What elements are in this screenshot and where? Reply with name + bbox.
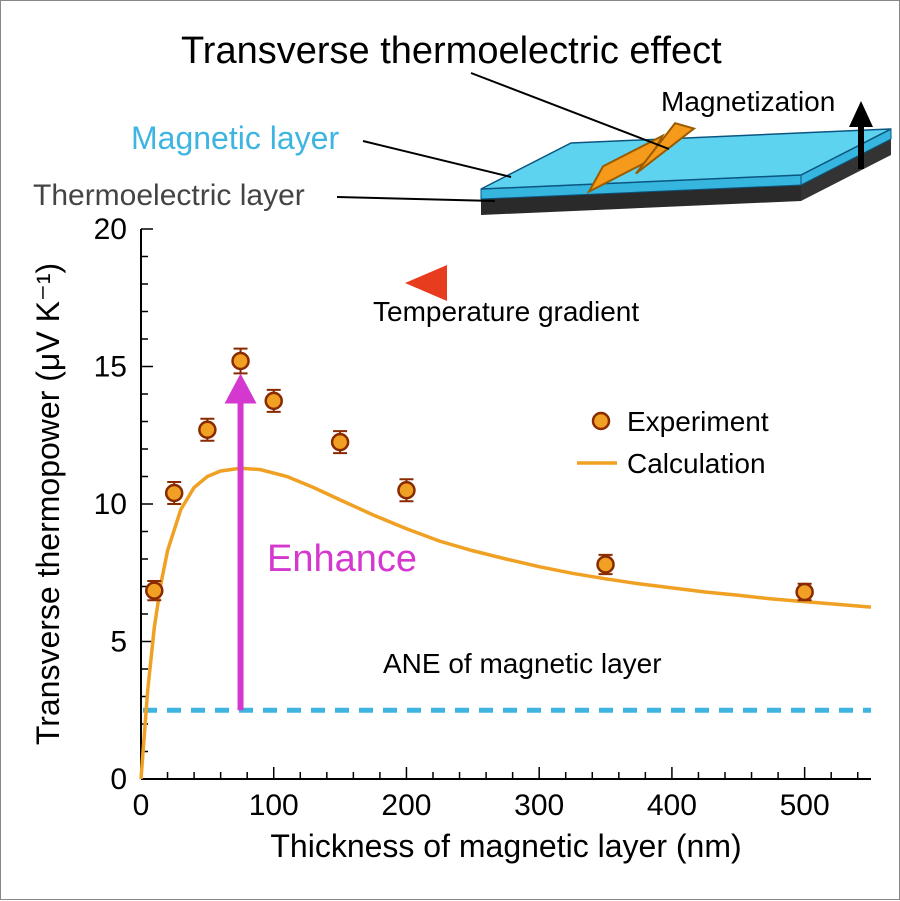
leader-line-title: [471, 73, 669, 149]
xtick-label: 0: [133, 789, 150, 822]
experiment-marker: [199, 422, 215, 438]
experiment-marker: [398, 482, 414, 498]
calculation-curve: [141, 468, 871, 779]
xtick-label: 500: [780, 789, 830, 822]
xtick-label: 400: [647, 789, 697, 822]
ytick-label: 10: [94, 488, 127, 521]
ytick-label: 20: [94, 213, 127, 246]
temperature-gradient-label: Temperature gradient: [373, 296, 639, 327]
legend: Experiment Calculation: [577, 406, 769, 479]
ytick-label: 0: [110, 763, 127, 796]
experiment-marker: [266, 393, 282, 409]
magnetization-label: Magnetization: [661, 86, 835, 117]
xtick-label: 100: [249, 789, 299, 822]
legend-calculation-label: Calculation: [627, 448, 766, 479]
ytick-label: 15: [94, 351, 127, 384]
y-axis-label: Transverse thermopower (μV K⁻¹): [30, 263, 66, 745]
legend-experiment-label: Experiment: [627, 406, 769, 437]
magnetic-layer-label: Magnetic layer: [131, 120, 339, 156]
leader-line-magnetic: [363, 141, 511, 177]
ane-label: ANE of magnetic layer: [383, 648, 662, 679]
experiment-marker: [598, 557, 614, 573]
thermoelectric-layer-label: Thermoelectric layer: [33, 179, 305, 212]
legend-experiment-marker-icon: [593, 413, 609, 429]
xtick-label: 300: [514, 789, 564, 822]
ytick-label: 5: [110, 626, 127, 659]
xtick-label: 200: [381, 789, 431, 822]
x-axis-label: Thickness of magnetic layer (nm): [270, 828, 741, 864]
experiment-marker: [797, 584, 813, 600]
experiment-marker: [233, 353, 249, 369]
experiment-marker: [166, 485, 182, 501]
figure-root: Transverse thermoelectric effect Magnetic…: [1, 1, 899, 899]
experiment-marker: [332, 434, 348, 450]
figure-svg: Transverse thermoelectric effect Magnetic…: [1, 1, 900, 901]
experiment-marker: [146, 583, 162, 599]
leader-line-thermo: [337, 197, 495, 201]
title-text: Transverse thermoelectric effect: [181, 30, 722, 72]
enhance-label: Enhance: [267, 538, 417, 580]
